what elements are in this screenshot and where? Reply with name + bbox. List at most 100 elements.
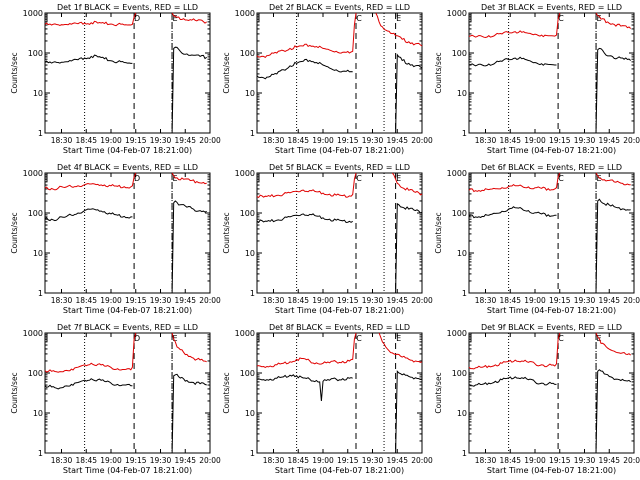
x-tick-label: 19:15 xyxy=(337,136,359,145)
x-tick-label: 19:45 xyxy=(598,456,620,465)
panel-det-9: Det 9f BLACK = Events, RED = LLD 1 10 100 10… xyxy=(434,323,640,475)
y-tick-label: 1000 xyxy=(23,329,43,338)
lld-series-line xyxy=(375,12,423,47)
x-tick-label: 19:15 xyxy=(125,296,147,305)
y-axis-label: Counts/sec xyxy=(434,212,443,253)
x-tick-label: 19:30 xyxy=(362,296,384,305)
marker-label: C xyxy=(356,14,362,23)
lld-series-line xyxy=(256,12,357,59)
y-axis-label: Counts/sec xyxy=(434,52,443,93)
y-tick-label: 1000 xyxy=(447,9,467,18)
x-tick-label: 20:00 xyxy=(199,296,221,305)
lld-series-line xyxy=(256,332,357,368)
events-series-line xyxy=(395,53,423,134)
x-tick-label: 18:30 xyxy=(475,136,497,145)
events-series-line xyxy=(595,47,632,134)
events-series-line xyxy=(256,374,353,402)
x-tick-label: 19:00 xyxy=(312,136,334,145)
panel-title: Det 8f BLACK = Events, RED = LLD xyxy=(269,323,410,332)
x-tick-label: 19:45 xyxy=(598,136,620,145)
x-tick-label: 18:45 xyxy=(499,136,521,145)
plot-frame xyxy=(256,332,423,454)
y-tick-label: 1 xyxy=(462,449,467,458)
x-tick-label: 20:00 xyxy=(199,136,221,145)
x-tick-label: 18:30 xyxy=(51,136,73,145)
lld-series-line xyxy=(468,172,561,193)
x-tick-label: 19:00 xyxy=(312,456,334,465)
events-series-line xyxy=(44,378,133,390)
panel-det-5: Det 5f BLACK = Events, RED = LLD 1 10 100 10… xyxy=(222,163,433,315)
marker-label: C xyxy=(558,174,564,183)
events-series-line xyxy=(44,208,133,222)
panel-title: Det 1f BLACK = Events, RED = LLD xyxy=(57,3,198,12)
panel-title: Det 7f BLACK = Events, RED = LLD xyxy=(57,323,198,332)
lld-series-line xyxy=(171,332,207,363)
events-series-line xyxy=(256,213,353,224)
y-axis-label: Counts/sec xyxy=(10,372,19,413)
x-tick-label: 19:00 xyxy=(312,296,334,305)
marker-label: E xyxy=(396,174,401,183)
x-tick-label: 20:00 xyxy=(623,296,640,305)
y-tick-label: 1 xyxy=(250,129,255,138)
events-series-line xyxy=(595,369,632,454)
y-tick-label: 1000 xyxy=(23,9,43,18)
x-tick-label: 18:45 xyxy=(287,296,309,305)
x-tick-label: 19:15 xyxy=(549,296,571,305)
panel-det-3: Det 3f BLACK = Events, RED = LLD 1 10 100 10… xyxy=(434,3,640,155)
x-tick-label: 20:00 xyxy=(623,136,640,145)
x-axis-label: Start Time (04-Feb-07 18:21:00) xyxy=(487,306,616,315)
y-tick-label: 100 xyxy=(28,49,43,58)
marker-label: E xyxy=(396,14,401,23)
plot-frame xyxy=(468,332,635,454)
x-tick-label: 18:45 xyxy=(75,296,97,305)
lld-series-line xyxy=(171,172,207,185)
y-tick-label: 1000 xyxy=(447,169,467,178)
panel-title: Det 3f BLACK = Events, RED = LLD xyxy=(481,3,622,12)
x-tick-label: 19:00 xyxy=(100,456,122,465)
x-axis-label: Start Time (04-Feb-07 18:21:00) xyxy=(63,306,192,315)
x-tick-label: 19:30 xyxy=(150,136,172,145)
marker-label: D xyxy=(134,14,140,23)
marker-label: D xyxy=(134,334,140,343)
panel-det-7: Det 7f BLACK = Events, RED = LLD 1 10 100 10… xyxy=(10,323,221,475)
y-tick-label: 100 xyxy=(452,209,467,218)
x-tick-label: 20:00 xyxy=(411,456,433,465)
x-tick-label: 19:30 xyxy=(150,456,172,465)
y-tick-label: 1 xyxy=(250,449,255,458)
panel-det-2: Det 2f BLACK = Events, RED = LLD 1 10 100 10… xyxy=(222,3,433,155)
x-tick-label: 20:00 xyxy=(411,296,433,305)
y-axis-label: Counts/sec xyxy=(10,212,19,253)
y-tick-label: 10 xyxy=(457,249,467,258)
plot-frame xyxy=(256,172,423,294)
x-tick-label: 18:30 xyxy=(263,456,285,465)
x-tick-label: 18:45 xyxy=(499,456,521,465)
x-tick-label: 19:00 xyxy=(524,456,546,465)
x-tick-label: 19:00 xyxy=(100,296,122,305)
lld-series-line xyxy=(595,172,631,186)
y-tick-label: 10 xyxy=(33,249,43,258)
panel-det-6: Det 6f BLACK = Events, RED = LLD 1 10 100 10… xyxy=(434,163,640,315)
x-axis-label: Start Time (04-Feb-07 18:21:00) xyxy=(63,466,192,475)
panel-title: Det 6f BLACK = Events, RED = LLD xyxy=(481,163,622,172)
panel-title: Det 4f BLACK = Events, RED = LLD xyxy=(57,163,198,172)
x-tick-label: 18:30 xyxy=(475,456,497,465)
x-tick-label: 19:00 xyxy=(100,136,122,145)
marker-label: C xyxy=(356,174,362,183)
events-series-line xyxy=(468,56,557,67)
y-tick-label: 1 xyxy=(462,289,467,298)
marker-label: C xyxy=(558,334,564,343)
x-tick-label: 19:30 xyxy=(362,456,384,465)
y-tick-label: 1000 xyxy=(235,329,255,338)
marker-label: D xyxy=(134,174,140,183)
x-tick-label: 19:15 xyxy=(337,456,359,465)
x-tick-label: 18:30 xyxy=(263,136,285,145)
x-tick-label: 19:15 xyxy=(549,136,571,145)
y-tick-label: 10 xyxy=(33,409,43,418)
x-tick-label: 18:45 xyxy=(287,136,309,145)
x-tick-label: 18:45 xyxy=(287,456,309,465)
marker-label: E xyxy=(396,334,401,343)
y-tick-label: 10 xyxy=(457,89,467,98)
x-tick-label: 19:45 xyxy=(174,456,196,465)
x-axis-label: Start Time (04-Feb-07 18:21:00) xyxy=(63,146,192,155)
lld-series-line xyxy=(256,172,357,199)
